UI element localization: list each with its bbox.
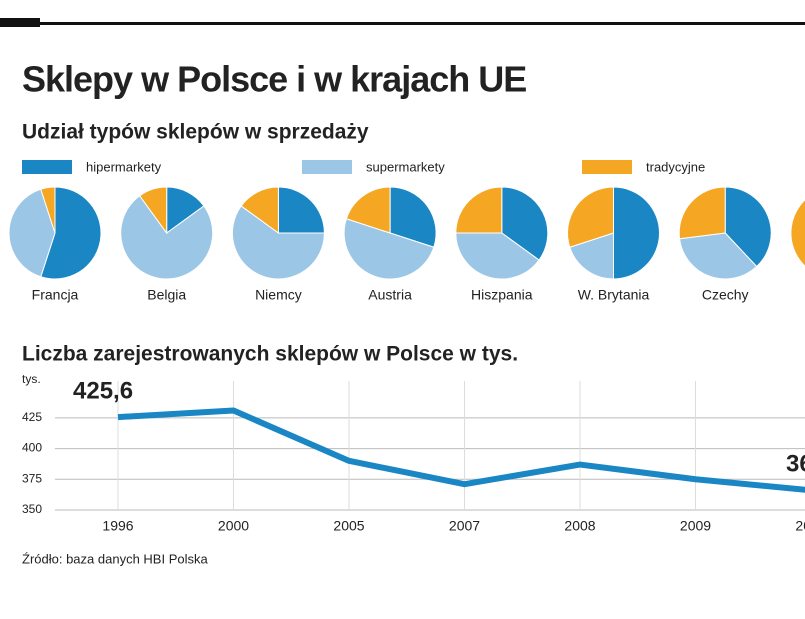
pie-slice [455, 232, 540, 280]
legend-label: tradycyjne [646, 159, 705, 174]
page-title: Sklepy w Polsce i w krajach UE [22, 59, 526, 100]
pie-slice [138, 186, 168, 235]
legend-swatch [302, 160, 352, 174]
legend-swatch [582, 160, 632, 174]
x-tick-label: 2000 [218, 518, 249, 534]
pie-slice [389, 186, 437, 248]
value-label: 425,6 [73, 377, 133, 404]
pie-title: Udział typów sklepów w sprzedaży [22, 121, 369, 144]
pie-slice [679, 232, 758, 280]
pie-slice [277, 186, 325, 234]
x-tick-label: 2007 [449, 518, 480, 534]
pie-slice [678, 186, 726, 240]
x-tick-label: 2008 [564, 518, 595, 534]
pie-slice [343, 218, 435, 280]
pie-label: Francja [32, 287, 79, 303]
pie-label: Hiszpania [471, 287, 533, 303]
pie-label: Czechy [702, 287, 749, 303]
pie-slice [501, 186, 549, 261]
pie-slice [569, 232, 614, 280]
pie-slice [567, 186, 614, 248]
pie-slice [455, 186, 503, 234]
x-tick-label: 2010 [795, 518, 805, 534]
pie-slice [120, 195, 214, 280]
pie-label: Austria [368, 287, 412, 303]
x-tick-label: 1996 [102, 518, 133, 534]
y-tick-label: 350 [22, 502, 42, 516]
line [117, 407, 805, 493]
y-tick-label: 400 [22, 441, 42, 455]
y-axis-label: tys. [22, 372, 41, 386]
legend-label: hipermarkety [86, 159, 162, 174]
x-tick-label: 2005 [333, 518, 364, 534]
pie-label: Niemcy [255, 287, 302, 303]
line-title: Liczba zarejestrowanych sklepów w Polsce… [22, 343, 518, 366]
pie-label: W. Brytania [578, 287, 650, 303]
legend-swatch [22, 160, 72, 174]
pie-label: Belgia [147, 287, 186, 303]
pie-slice [40, 186, 56, 234]
pie-slice [40, 186, 102, 280]
top-bar [0, 18, 40, 27]
pie-slice [231, 205, 325, 280]
legend-label: supermarkety [366, 159, 445, 174]
pie-slice [724, 186, 772, 268]
pie-slice [8, 188, 56, 278]
pie-slice [613, 186, 660, 280]
source: Źródło: baza danych HBI Polska [22, 551, 208, 566]
y-tick-label: 375 [22, 471, 42, 485]
top-rule [40, 22, 805, 25]
pie-slice [345, 186, 391, 234]
pie-slice [240, 186, 279, 234]
x-tick-label: 2009 [680, 518, 711, 534]
value-label: 366 [786, 451, 805, 478]
pie-slice [790, 199, 805, 267]
y-tick-label: 425 [22, 410, 42, 424]
